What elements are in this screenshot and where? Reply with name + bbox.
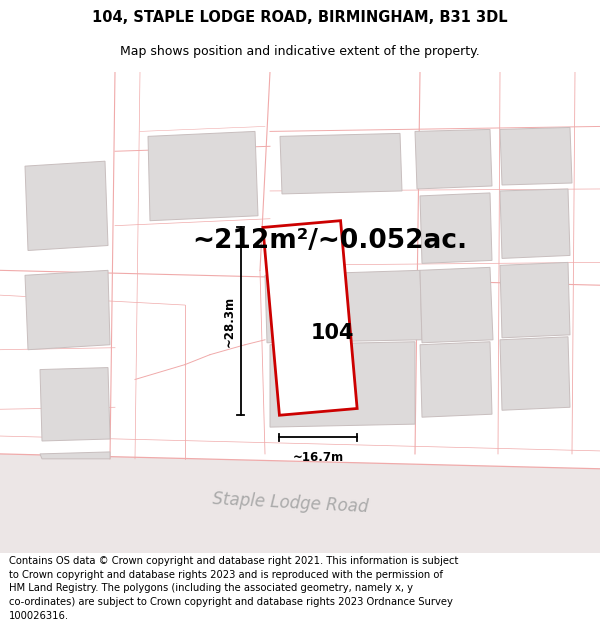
Polygon shape xyxy=(40,452,110,459)
Polygon shape xyxy=(280,133,402,194)
Polygon shape xyxy=(420,342,492,417)
Text: 100026316.: 100026316. xyxy=(9,611,69,621)
Polygon shape xyxy=(0,454,600,553)
Text: Staple Lodge Road: Staple Lodge Road xyxy=(212,491,368,517)
Text: Map shows position and indicative extent of the property.: Map shows position and indicative extent… xyxy=(120,45,480,58)
Text: ~28.3m: ~28.3m xyxy=(223,296,236,347)
Text: co-ordinates) are subject to Crown copyright and database rights 2023 Ordnance S: co-ordinates) are subject to Crown copyr… xyxy=(9,598,453,608)
Polygon shape xyxy=(25,271,110,350)
Text: 104: 104 xyxy=(310,323,354,343)
Polygon shape xyxy=(148,131,258,221)
Text: ~16.7m: ~16.7m xyxy=(293,451,344,464)
Polygon shape xyxy=(500,127,572,185)
Text: Contains OS data © Crown copyright and database right 2021. This information is : Contains OS data © Crown copyright and d… xyxy=(9,556,458,566)
Text: 104, STAPLE LODGE ROAD, BIRMINGHAM, B31 3DL: 104, STAPLE LODGE ROAD, BIRMINGHAM, B31 … xyxy=(92,11,508,26)
Text: ~212m²/~0.052ac.: ~212m²/~0.052ac. xyxy=(193,228,467,254)
Text: HM Land Registry. The polygons (including the associated geometry, namely x, y: HM Land Registry. The polygons (includin… xyxy=(9,584,413,594)
Text: to Crown copyright and database rights 2023 and is reproduced with the permissio: to Crown copyright and database rights 2… xyxy=(9,570,443,580)
Polygon shape xyxy=(415,129,492,189)
Polygon shape xyxy=(263,221,357,415)
Polygon shape xyxy=(420,193,492,263)
Polygon shape xyxy=(270,342,415,427)
Polygon shape xyxy=(500,262,570,338)
Polygon shape xyxy=(265,271,422,342)
Polygon shape xyxy=(420,268,493,342)
Polygon shape xyxy=(25,161,108,251)
Polygon shape xyxy=(40,368,110,441)
Polygon shape xyxy=(500,189,570,258)
Polygon shape xyxy=(500,337,570,410)
